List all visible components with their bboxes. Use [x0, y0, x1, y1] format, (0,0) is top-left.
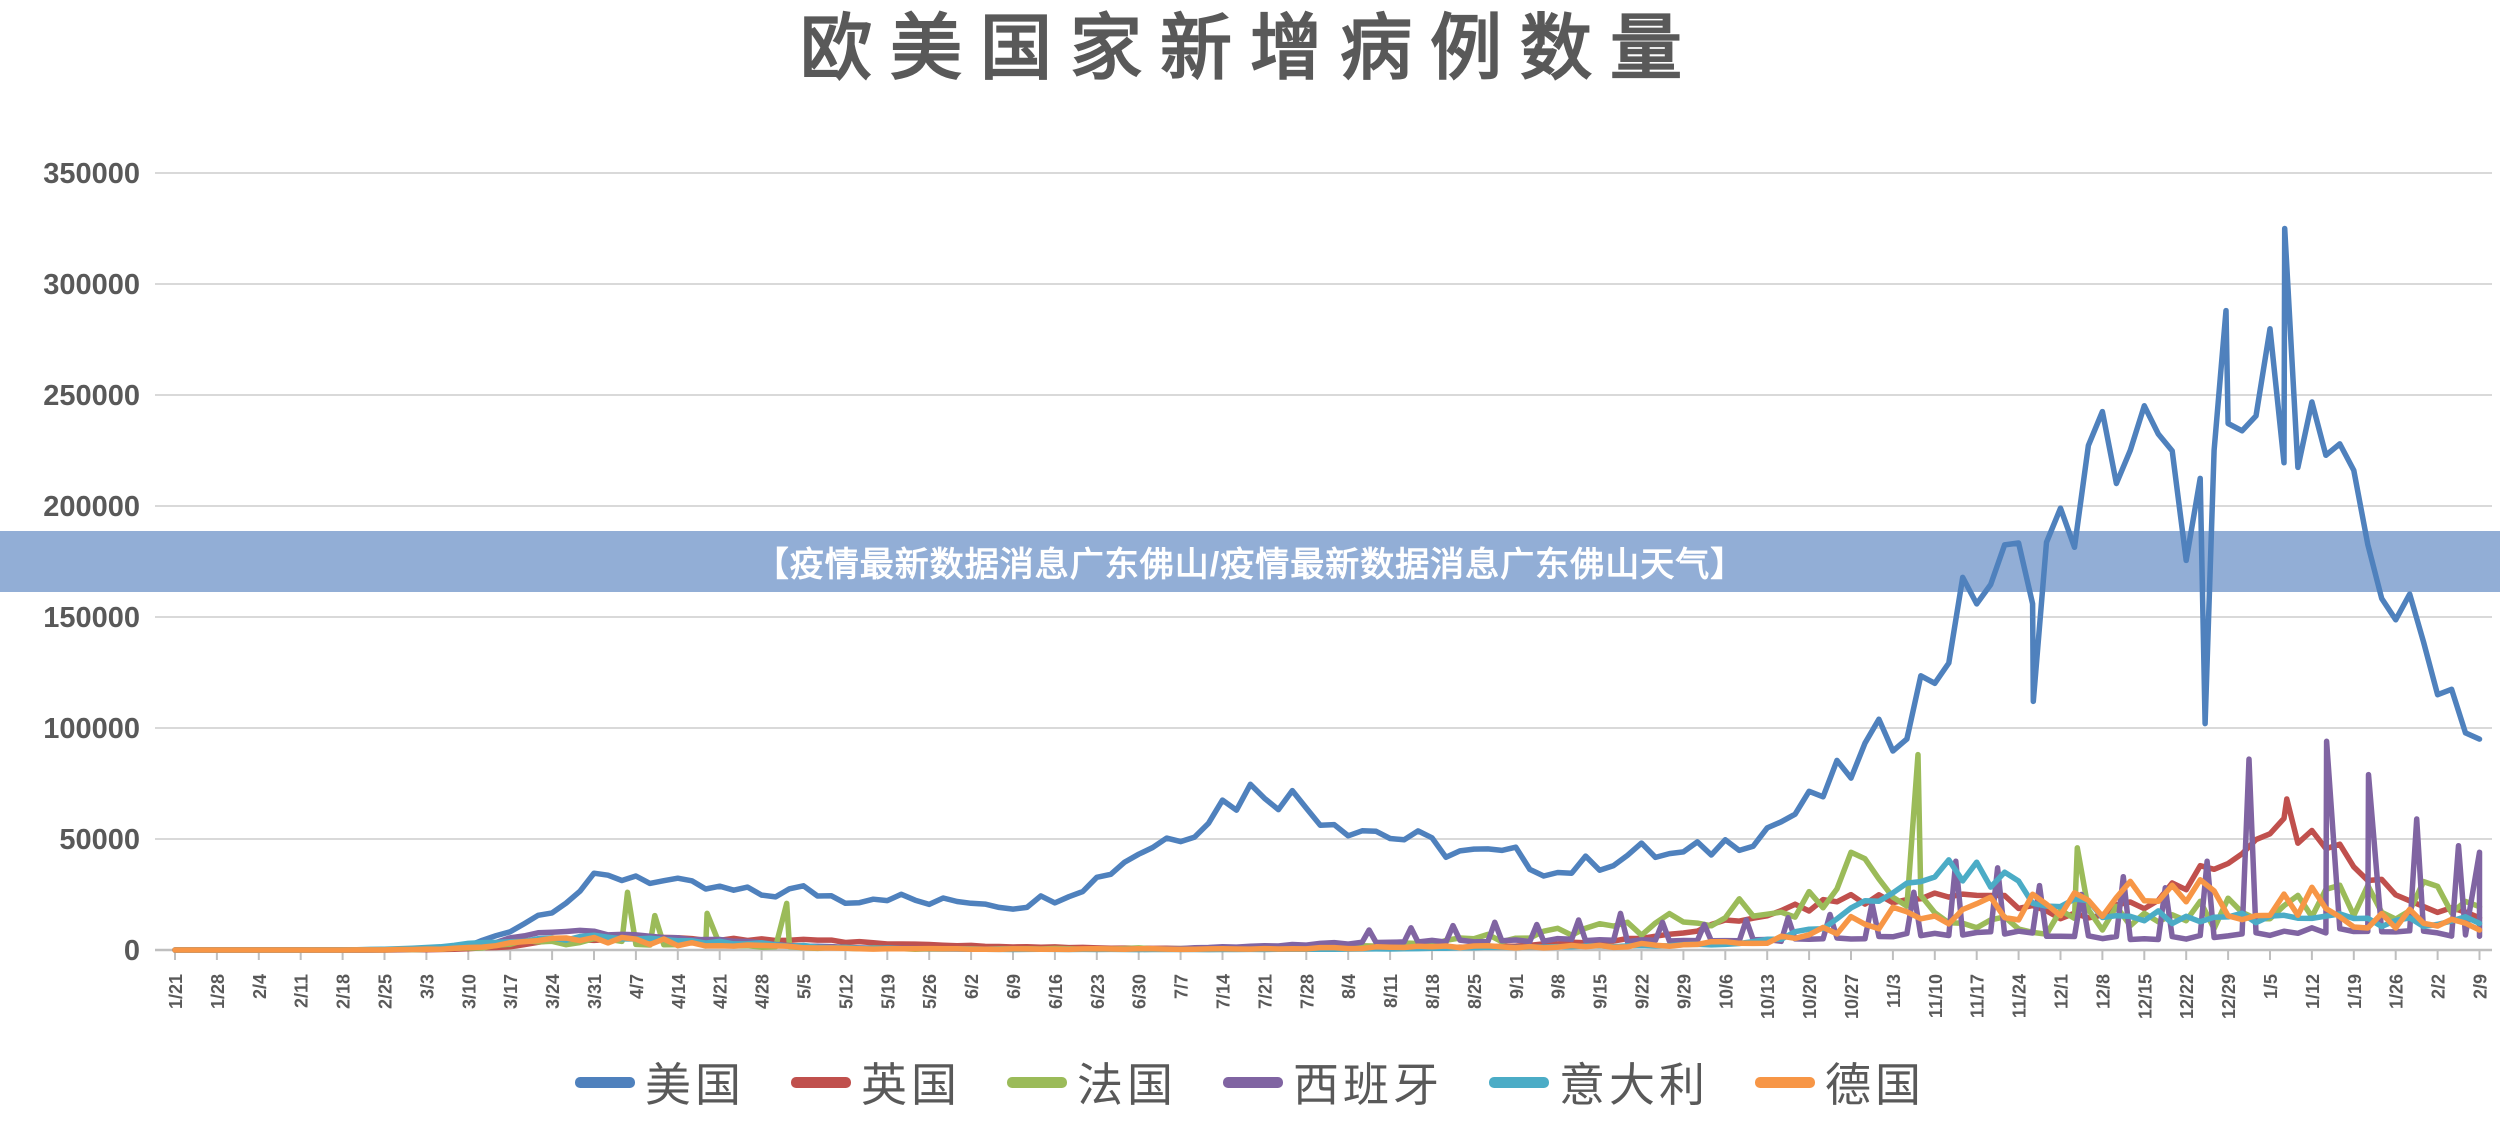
data-series — [172, 225, 2483, 953]
x-tick-label: 1/5 — [2261, 974, 2281, 999]
x-tick-label: 9/1 — [1507, 974, 1527, 999]
x-axis-labels: 1/21 1/28 2/4 2/11 2/18 2/25 3/3 3/10 3/17 3/24 3/… — [166, 974, 2491, 1019]
x-tick-label: 9/8 — [1549, 974, 1569, 999]
x-tick-label: 6/30 — [1130, 974, 1150, 1009]
x-tick-label: 2/11 — [292, 974, 312, 1008]
x-tick-label: 3/17 — [501, 974, 521, 1009]
x-tick-label: 2/18 — [334, 974, 354, 1009]
legend-marker — [575, 1076, 635, 1088]
x-tick-label: 7/21 — [1255, 974, 1275, 1009]
legend-item-英国: 英国 — [791, 1049, 961, 1115]
x-tick-label: 3/3 — [417, 974, 437, 999]
x-axis — [174, 950, 2481, 960]
legend-marker — [1223, 1076, 1283, 1088]
x-tick-label: 7/7 — [1172, 974, 1192, 999]
x-tick-label: 5/26 — [920, 974, 940, 1009]
x-tick-label: 7/14 — [1214, 974, 1234, 1009]
x-tick-label: 12/15 — [2135, 974, 2155, 1019]
x-tick-label: 11/10 — [1926, 974, 1946, 1018]
y-tick-label: 200000 — [43, 491, 140, 523]
y-tick-label: 300000 — [43, 269, 140, 301]
y-tick-label: 150000 — [43, 602, 140, 634]
x-tick-label: 12/29 — [2219, 974, 2239, 1019]
x-tick-label: 3/24 — [543, 974, 563, 1009]
series-line-法国 — [172, 751, 2483, 953]
legend-marker — [1489, 1076, 1549, 1088]
x-tick-label: 6/2 — [962, 974, 982, 999]
x-tick-label: 10/27 — [1842, 974, 1862, 1019]
x-tick-label: 1/28 — [208, 974, 228, 1009]
x-tick-label: 3/31 — [585, 974, 605, 1009]
legend-item-意大利: 意大利 — [1489, 1049, 1709, 1115]
legend-marker — [791, 1076, 851, 1088]
legend-marker — [1007, 1076, 1067, 1088]
x-tick-label: 4/14 — [669, 974, 689, 1009]
chart-title: 欧美国家新增病例数量 — [799, 5, 1700, 90]
legend-label: 德国 — [1825, 1058, 1925, 1112]
x-tick-label: 6/23 — [1088, 974, 1108, 1009]
legend-label: 意大利 — [1559, 1058, 1709, 1112]
y-tick-label: 350000 — [43, 158, 140, 190]
x-tick-label: 11/24 — [2010, 974, 2030, 1018]
y-axis-labels: 0 50000 100000 150000 200000 250000 300000 3500… — [43, 158, 140, 967]
legend-item-法国: 法国 — [1007, 1049, 1177, 1115]
y-tick-label: 250000 — [43, 380, 140, 412]
x-tick-label: 5/5 — [795, 974, 815, 999]
x-tick-label: 12/22 — [2177, 974, 2197, 1019]
x-tick-label: 9/15 — [1591, 974, 1611, 1009]
y-tick-label: 50000 — [59, 824, 140, 856]
x-tick-label: 1/12 — [2303, 974, 2323, 1009]
legend-label: 西班牙 — [1293, 1058, 1443, 1112]
x-tick-label: 5/12 — [836, 974, 856, 1009]
x-tick-label: 8/25 — [1465, 974, 1485, 1009]
x-tick-label: 2/9 — [2471, 974, 2491, 999]
x-tick-label: 12/1 — [2052, 974, 2072, 1009]
x-tick-label: 1/26 — [2387, 974, 2407, 1009]
x-tick-label: 2/2 — [2429, 974, 2449, 999]
x-tick-label: 9/22 — [1633, 974, 1653, 1009]
legend-item-美国: 美国 — [575, 1049, 745, 1115]
legend-marker — [1755, 1076, 1815, 1088]
x-tick-label: 11/3 — [1884, 974, 1904, 1008]
x-tick-label: 12/8 — [2093, 974, 2113, 1009]
legend-label: 英国 — [861, 1058, 961, 1112]
y-tick-label: 0 — [124, 935, 140, 967]
x-tick-label: 10/20 — [1800, 974, 1820, 1019]
series-line-美国 — [172, 225, 2483, 953]
y-gridlines — [155, 172, 2492, 952]
x-tick-label: 6/16 — [1046, 974, 1066, 1009]
x-tick-label: 2/25 — [376, 974, 396, 1009]
x-tick-label: 4/28 — [753, 974, 773, 1009]
banner-text[interactable]: 【疫情最新数据消息广东佛山/疫情最新数据消息广东佛山天气】 — [754, 546, 1746, 584]
series-line-西班牙 — [172, 738, 2483, 953]
x-tick-label: 5/19 — [878, 974, 898, 1009]
promo-banner: 【疫情最新数据消息广东佛山/疫情最新数据消息广东佛山天气】 — [0, 531, 2500, 592]
x-tick-label: 8/4 — [1339, 974, 1359, 999]
series-line-德国 — [172, 877, 2483, 953]
x-tick-label: 7/28 — [1297, 974, 1317, 1009]
chart-legend: 美国 英国 法国 西班牙 意大利 德国 — [0, 1044, 2500, 1120]
x-tick-label: 2/4 — [250, 974, 270, 999]
legend-label: 法国 — [1077, 1058, 1177, 1112]
x-tick-label: 4/21 — [711, 974, 731, 1009]
x-tick-label: 1/19 — [2345, 974, 2365, 1009]
legend-label: 美国 — [645, 1058, 745, 1112]
legend-item-德国: 德国 — [1755, 1049, 1925, 1115]
x-tick-label: 10/13 — [1758, 974, 1778, 1019]
x-tick-label: 3/10 — [459, 974, 479, 1009]
y-tick-label: 100000 — [43, 713, 140, 745]
x-tick-label: 6/9 — [1004, 974, 1024, 999]
x-tick-label: 10/6 — [1716, 974, 1736, 1009]
x-tick-label: 11/17 — [1968, 974, 1988, 1018]
legend-item-西班牙: 西班牙 — [1223, 1049, 1443, 1115]
x-tick-label: 8/11 — [1381, 974, 1401, 1008]
x-tick-label: 9/29 — [1674, 974, 1694, 1009]
x-tick-label: 8/18 — [1423, 974, 1443, 1009]
x-tick-label: 1/21 — [166, 974, 186, 1009]
x-tick-label: 4/7 — [627, 974, 647, 999]
